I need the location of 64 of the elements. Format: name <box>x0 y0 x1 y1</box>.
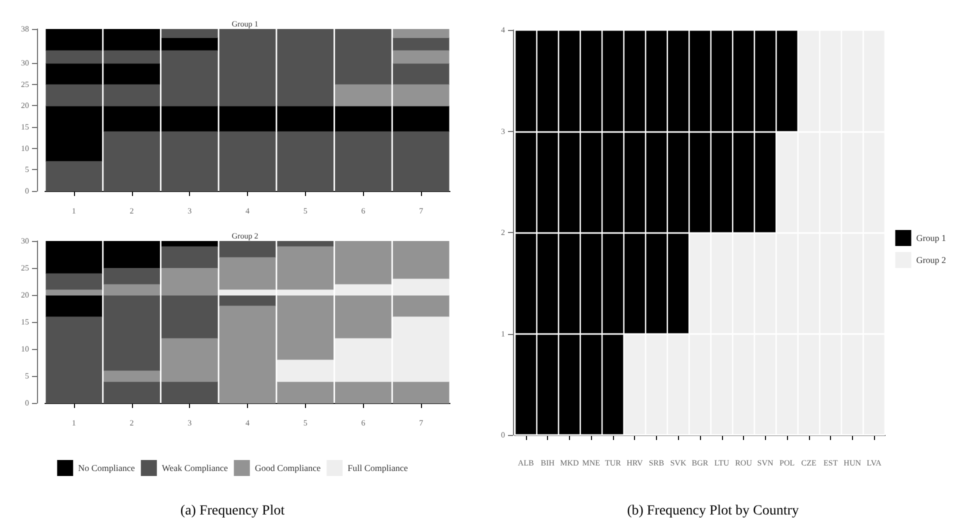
x-tick-label: BGR <box>692 458 709 468</box>
x-tick-label: HRV <box>626 458 644 468</box>
x-tick-label: CZE <box>801 458 816 468</box>
legend-label: Good Compliance <box>254 463 321 473</box>
legend-label: No Compliance <box>78 463 135 473</box>
y-tick-label: 25 <box>21 80 29 89</box>
x-tick-label: SRB <box>648 458 664 468</box>
y-tick-label: 25 <box>21 264 29 272</box>
y-tick-label: 5 <box>25 372 29 380</box>
bar <box>392 29 450 38</box>
y-tick-label: 10 <box>21 344 29 354</box>
x-tick-label: POL <box>779 458 795 468</box>
y-tick-label: 20 <box>21 101 29 110</box>
y-tick-label: 30 <box>21 236 29 246</box>
x-tick-label: HUN <box>844 458 862 468</box>
x-tick-label: TUR <box>604 458 622 468</box>
y-tick-label: 10 <box>21 144 29 153</box>
y-tick-label: 3 <box>501 126 505 136</box>
y-tick-label: 15 <box>21 122 29 132</box>
x-tick-label: LTU <box>714 458 730 468</box>
x-tick-label: 6 <box>361 418 366 428</box>
x-tick-label: 1 <box>72 418 76 428</box>
x-tick-label: EST <box>823 458 838 468</box>
text: (a) Frequency Plot <box>180 504 285 518</box>
x-tick-label: 7 <box>419 418 424 428</box>
x-tick-label: 3 <box>188 418 192 428</box>
y-tick-label: 0 <box>501 430 505 440</box>
x-tick-label: 7 <box>419 206 424 216</box>
x-tick-label: 5 <box>303 206 308 216</box>
chart-title: Group 2 <box>232 232 258 240</box>
y-tick-label: 5 <box>25 165 29 174</box>
x-tick-label: MKD <box>560 458 579 468</box>
chart-title: Group 1 <box>232 20 258 28</box>
x-tick-label: BIH <box>540 458 555 468</box>
y-tick-label: 4 <box>501 26 505 34</box>
y-tick-label: 15 <box>21 318 29 326</box>
x-tick-label: 4 <box>246 418 250 428</box>
bar <box>46 295 102 318</box>
bar <box>392 50 450 64</box>
x-tick-label: 4 <box>246 206 250 216</box>
x-tick-label: MNE <box>582 458 600 468</box>
legend-label: Group 2 <box>916 255 946 265</box>
x-tick-label: 2 <box>130 206 134 216</box>
text: (b) Frequency Plot by Country <box>627 504 799 518</box>
x-tick-label: 3 <box>188 206 192 216</box>
x-tick-label: 6 <box>361 206 366 216</box>
x-tick-label: 1 <box>72 206 76 216</box>
y-tick-label: 20 <box>21 290 29 300</box>
x-tick-label: 2 <box>130 418 134 428</box>
legend-label: Full Compliance <box>348 463 408 473</box>
x-tick-label: ALB <box>518 458 534 468</box>
y-tick-label: 38 <box>21 24 29 34</box>
x-tick-label: LVA <box>866 458 882 468</box>
y-tick-label: 30 <box>21 58 29 68</box>
x-tick-label: 5 <box>303 418 308 428</box>
y-tick-label: 0 <box>25 186 29 196</box>
y-tick-label: 2 <box>501 228 505 237</box>
y-tick-label: 1 <box>501 329 505 338</box>
x-tick-label: SVN <box>757 458 774 468</box>
legend-label: Weak Compliance <box>162 463 228 473</box>
legend-label: Group 1 <box>916 233 946 243</box>
x-tick-label: SVK <box>670 458 686 468</box>
x-tick-label: ROU <box>735 458 752 468</box>
y-tick-label: 0 <box>25 398 29 408</box>
